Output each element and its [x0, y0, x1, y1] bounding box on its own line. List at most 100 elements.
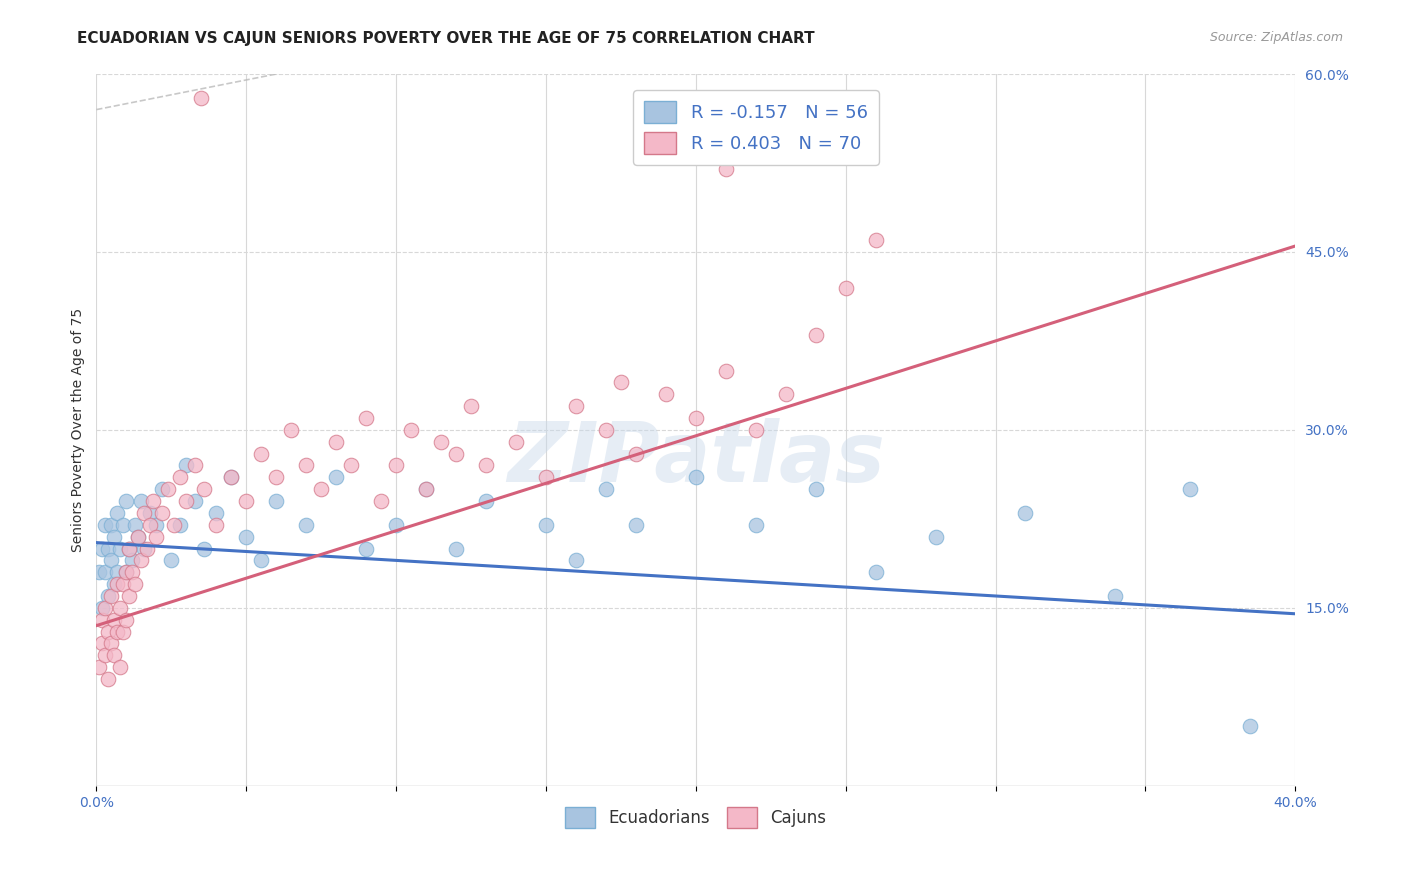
Point	[136, 541, 159, 556]
Point	[115, 566, 138, 580]
Point	[112, 624, 135, 639]
Point	[105, 624, 128, 639]
Point	[139, 517, 162, 532]
Point	[219, 470, 242, 484]
Point	[924, 530, 946, 544]
Point	[193, 482, 215, 496]
Point	[280, 423, 302, 437]
Point	[250, 447, 273, 461]
Point	[385, 458, 408, 473]
Point	[103, 577, 125, 591]
Point	[169, 517, 191, 532]
Point	[460, 399, 482, 413]
Point	[264, 494, 287, 508]
Point	[94, 648, 117, 663]
Point	[100, 517, 122, 532]
Point	[97, 672, 120, 686]
Point	[264, 470, 287, 484]
Point	[97, 624, 120, 639]
Point	[804, 482, 827, 496]
Point	[385, 517, 408, 532]
Point	[142, 494, 165, 508]
Point	[97, 589, 120, 603]
Point	[163, 517, 186, 532]
Point	[193, 541, 215, 556]
Point	[1180, 482, 1202, 496]
Point	[110, 660, 132, 674]
Point	[415, 482, 437, 496]
Point	[865, 566, 887, 580]
Text: Source: ZipAtlas.com: Source: ZipAtlas.com	[1209, 31, 1343, 45]
Point	[714, 161, 737, 176]
Point	[174, 494, 197, 508]
Point	[1104, 589, 1126, 603]
Point	[115, 494, 138, 508]
Point	[205, 517, 228, 532]
Point	[745, 517, 768, 532]
Point	[103, 530, 125, 544]
Point	[105, 566, 128, 580]
Point	[127, 530, 149, 544]
Point	[139, 506, 162, 520]
Point	[834, 280, 856, 294]
Point	[91, 613, 114, 627]
Point	[184, 458, 207, 473]
Point	[131, 494, 153, 508]
Point	[1239, 719, 1261, 733]
Point	[325, 434, 347, 449]
Point	[121, 566, 143, 580]
Point	[745, 423, 768, 437]
Point	[714, 363, 737, 377]
Point	[160, 553, 183, 567]
Point	[775, 387, 797, 401]
Point	[190, 91, 212, 105]
Point	[105, 506, 128, 520]
Point	[340, 458, 363, 473]
Point	[325, 470, 347, 484]
Point	[105, 577, 128, 591]
Point	[184, 494, 207, 508]
Y-axis label: Seniors Poverty Over the Age of 75: Seniors Poverty Over the Age of 75	[72, 308, 86, 552]
Point	[865, 233, 887, 247]
Point	[295, 517, 318, 532]
Point	[354, 411, 377, 425]
Point	[145, 530, 167, 544]
Point	[169, 470, 191, 484]
Point	[124, 517, 146, 532]
Point	[110, 600, 132, 615]
Point	[134, 541, 156, 556]
Point	[804, 328, 827, 343]
Point	[565, 553, 588, 567]
Point	[430, 434, 453, 449]
Point	[444, 541, 467, 556]
Legend: Ecuadorians, Cajuns: Ecuadorians, Cajuns	[558, 801, 832, 834]
Point	[127, 530, 149, 544]
Point	[121, 553, 143, 567]
Point	[103, 648, 125, 663]
Point	[685, 470, 707, 484]
Point	[174, 458, 197, 473]
Point	[205, 506, 228, 520]
Point	[444, 447, 467, 461]
Point	[110, 541, 132, 556]
Point	[112, 577, 135, 591]
Point	[219, 470, 242, 484]
Point	[250, 553, 273, 567]
Point	[157, 482, 180, 496]
Point	[505, 434, 527, 449]
Point	[624, 447, 647, 461]
Point	[534, 517, 557, 532]
Point	[89, 566, 111, 580]
Point	[399, 423, 422, 437]
Point	[565, 399, 588, 413]
Point	[475, 458, 498, 473]
Point	[89, 660, 111, 674]
Point	[118, 541, 141, 556]
Point	[370, 494, 392, 508]
Point	[655, 387, 678, 401]
Point	[124, 577, 146, 591]
Point	[685, 411, 707, 425]
Point	[118, 541, 141, 556]
Point	[235, 530, 257, 544]
Point	[100, 553, 122, 567]
